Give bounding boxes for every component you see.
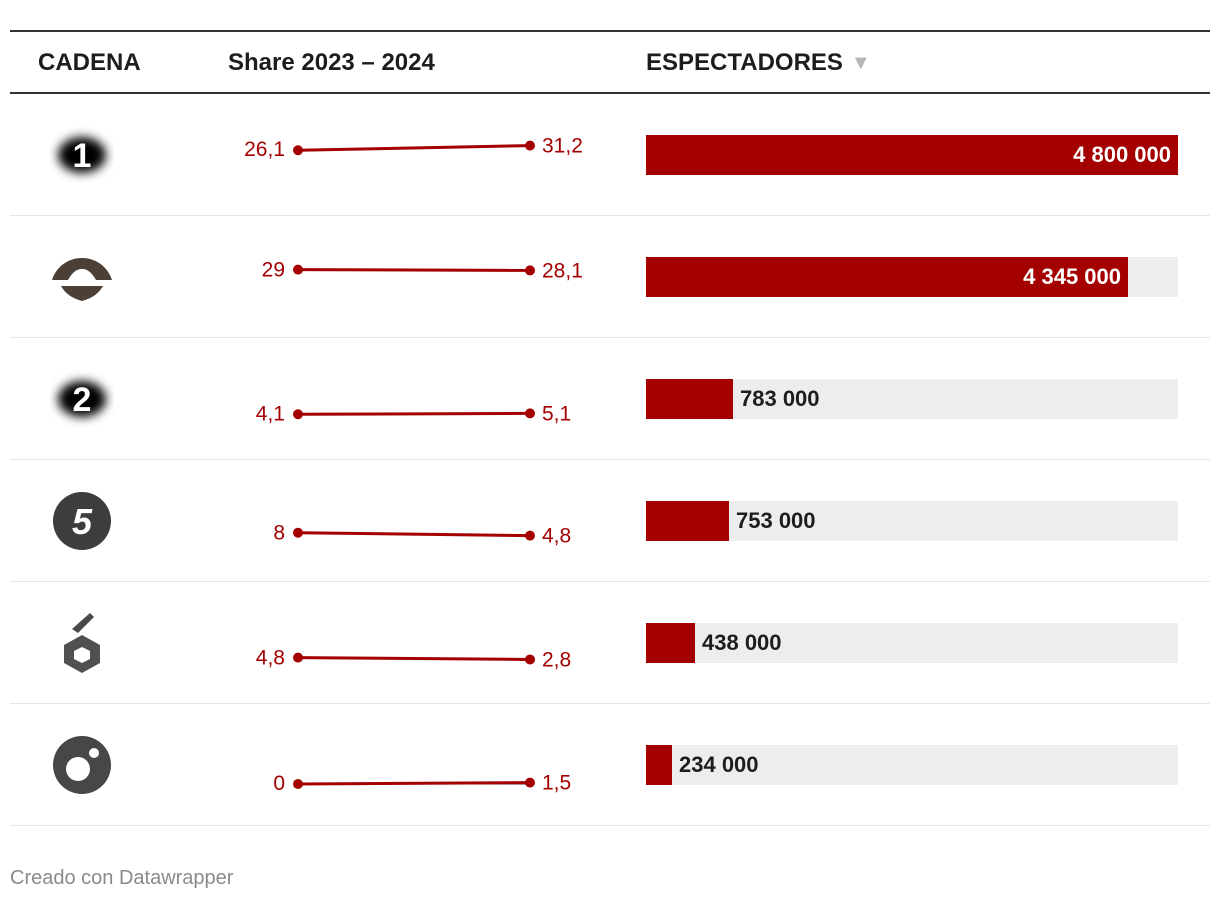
viewers-bar-track: 234 000	[646, 745, 1178, 785]
share-2023-label: 4,1	[256, 402, 285, 425]
la-sexta-stroke	[72, 613, 94, 633]
la-sexta-logo: 6	[64, 613, 100, 673]
table-row: 29 28,1 4 345 000	[10, 216, 1210, 338]
viewers-bar-track: 783 000	[646, 379, 1178, 419]
la-1-logo-text: 1	[73, 137, 92, 175]
viewers-label: 438 000	[702, 630, 782, 655]
la-2-logo-shadow	[58, 381, 106, 417]
share-slope-chart: 4,1 5,1	[256, 402, 571, 425]
share-slope-line	[297, 531, 531, 538]
share-slope-line	[297, 656, 531, 661]
antena-3-bottom-shape	[61, 286, 103, 301]
table-row: 2 4,1 5,1 783 000	[10, 338, 1210, 460]
share-slope-chart: 4,8 2,8	[256, 647, 571, 672]
share-slope-line	[297, 781, 531, 786]
share-slope-line	[297, 411, 531, 416]
share-2024-label: 28,1	[542, 259, 583, 282]
column-header-channel[interactable]: CADENA	[38, 49, 141, 76]
antena-3-top-shape	[52, 258, 112, 280]
cuatro-logo	[53, 736, 111, 794]
table-row: 1 26,1 31,2 4 800 000	[10, 94, 1210, 216]
viewers-bar	[646, 623, 695, 663]
share-2023-point	[293, 527, 303, 538]
viewers-bar	[646, 379, 733, 419]
share-slope-chart: 0 1,5	[273, 772, 571, 795]
datawrapper-credit[interactable]: Creado con Datawrapper	[10, 867, 234, 889]
viewers-bar	[646, 135, 1178, 175]
share-2024-label: 31,2	[542, 135, 583, 158]
antena-3-logo	[52, 258, 112, 301]
share-2023-point	[293, 409, 303, 420]
la-1-logo: 1	[58, 137, 106, 175]
la-2-logo: 2	[58, 381, 106, 419]
telecinco-logo: 5	[53, 492, 111, 550]
share-slope-chart: 26,1 31,2	[244, 135, 583, 162]
share-slope-line	[297, 268, 531, 272]
telecinco-text: 5	[72, 501, 93, 542]
share-2023-point	[293, 652, 303, 663]
table-row: 6 4,8 2,8 438 000	[10, 582, 1210, 704]
table-row: 0 1,5 234 000	[10, 704, 1210, 826]
share-2023-point	[293, 264, 303, 275]
viewers-bar-track: 753 000	[646, 501, 1178, 541]
viewers-label: 4 345 000	[1023, 264, 1121, 289]
share-2023-label: 4,8	[256, 647, 285, 670]
viewers-bar-track: 4 345 000	[646, 257, 1178, 297]
share-2024-label: 1,5	[542, 772, 571, 795]
share-2023-point	[293, 145, 303, 156]
share-2024-point	[525, 408, 535, 419]
share-2024-point	[525, 265, 535, 276]
viewers-label: 234 000	[679, 752, 759, 777]
share-2023-point	[293, 779, 303, 789]
column-header-share[interactable]: Share 2023 – 2024	[228, 49, 435, 76]
viewers-bar-track: 438 000	[646, 623, 1178, 663]
viewers-label: 753 000	[736, 508, 816, 533]
share-slope-chart: 29 28,1	[262, 259, 583, 283]
share-2024-label: 2,8	[542, 648, 571, 671]
share-2024-point	[525, 140, 535, 151]
viewers-bar	[646, 745, 672, 785]
cuatro-inner-circle	[66, 757, 90, 781]
share-2023-label: 29	[262, 259, 285, 282]
la-1-logo-shadow	[58, 137, 106, 173]
share-2024-point	[525, 777, 535, 788]
table-row: 5 8 4,8 753 000	[10, 460, 1210, 582]
share-2023-label: 8	[273, 522, 285, 545]
column-header-viewers[interactable]: ESPECTADORES ▼	[646, 32, 871, 94]
viewers-bar-track: 4 800 000	[646, 135, 1178, 175]
channel-table: CADENA Share 2023 – 2024 ESPECTADORES ▼ 1…	[10, 30, 1210, 826]
share-slope-line	[297, 144, 531, 152]
la-2-logo-text: 2	[73, 381, 92, 419]
share-2023-label: 0	[273, 772, 285, 795]
viewers-bar	[646, 501, 729, 541]
telecinco-circle	[53, 492, 111, 550]
share-slope-chart: 8 4,8	[273, 522, 571, 548]
sort-down-icon[interactable]: ▼	[850, 52, 871, 74]
share-2024-point	[525, 530, 535, 541]
viewers-label: 783 000	[740, 386, 820, 411]
table-body: 1 26,1 31,2 4 800 000 29 28,1 4 345 000 2 4,1 5,1…	[10, 94, 1210, 826]
viewers-bar	[646, 257, 1128, 297]
share-2024-label: 4,8	[542, 525, 571, 548]
share-2023-label: 26,1	[244, 138, 285, 161]
cuatro-dot	[89, 748, 99, 758]
table-header: CADENA Share 2023 – 2024 ESPECTADORES ▼	[10, 30, 1210, 94]
column-header-viewers-label: ESPECTADORES	[646, 49, 843, 76]
share-2024-point	[525, 654, 535, 665]
share-2024-label: 5,1	[542, 402, 571, 425]
la-sexta-hole	[74, 647, 90, 663]
viewers-label: 4 800 000	[1073, 142, 1171, 167]
